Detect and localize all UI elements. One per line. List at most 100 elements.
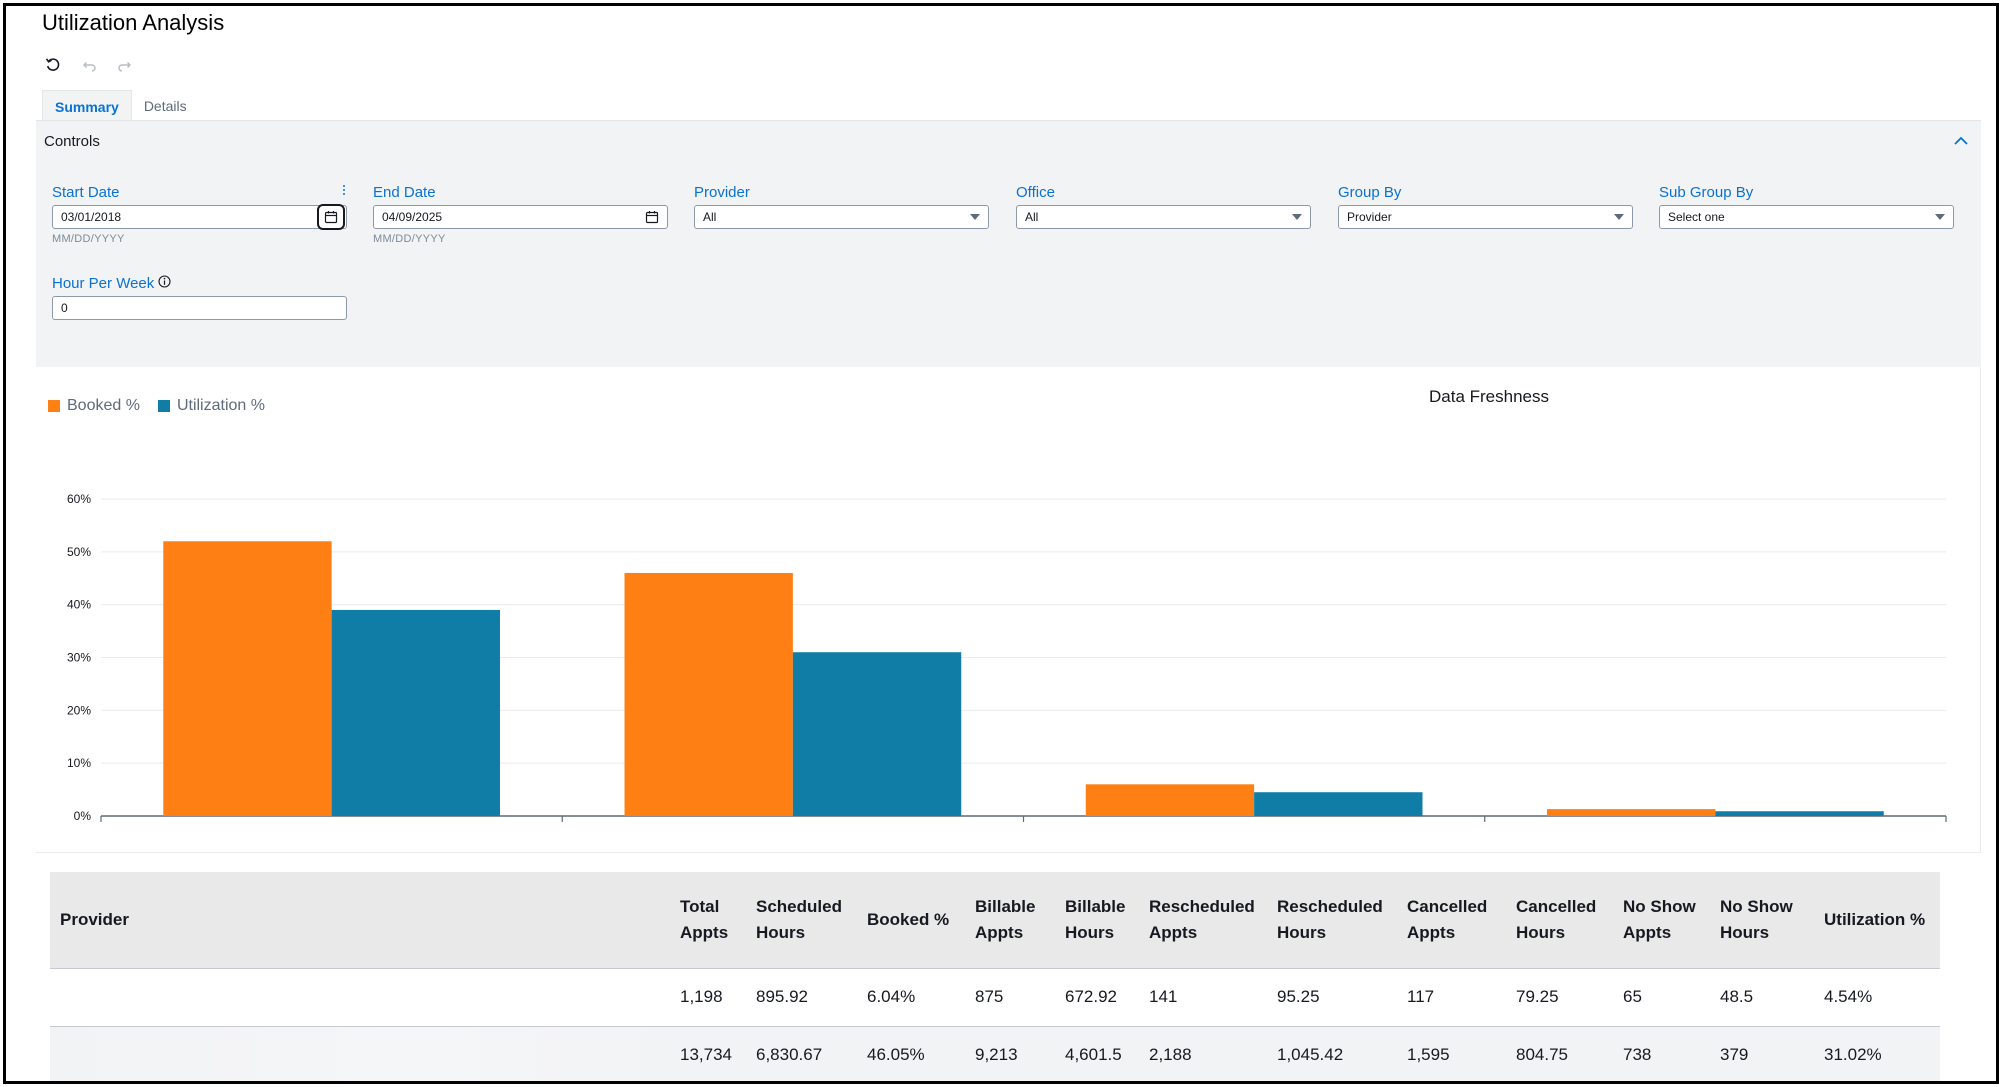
- y-tick-label: 40%: [67, 598, 91, 612]
- provider-cell: [50, 1026, 670, 1081]
- bar-booked: [1547, 809, 1716, 816]
- provider-select[interactable]: All: [694, 205, 989, 229]
- table-body: 1,198 895.92 6.04% 875 672.92 141 95.25 117 79.2…: [50, 968, 1940, 1081]
- table-cell: 1,045.42: [1267, 1026, 1397, 1081]
- column-header[interactable]: Billable Hours: [1055, 872, 1139, 969]
- start-date-input[interactable]: 03/01/2018: [52, 204, 347, 230]
- column-header[interactable]: Scheduled Hours: [746, 872, 857, 969]
- end-date-label: End Date: [373, 183, 436, 201]
- legend-item-utilization[interactable]: Utilization %: [157, 397, 265, 415]
- end-date-hint: MM/DD/YYYY: [373, 233, 446, 245]
- table-cell: 117: [1397, 968, 1506, 1027]
- office-value: All: [1025, 210, 1039, 224]
- chart-legend: Booked % Utilization %: [48, 397, 265, 415]
- office-select[interactable]: All: [1016, 205, 1311, 229]
- hours-per-week-input[interactable]: 0: [52, 296, 347, 320]
- summary-table: Provider Total Appts Scheduled Hours Booked %…: [50, 872, 1940, 1081]
- office-field: Office All: [1016, 183, 1311, 229]
- column-header-line: Hours: [1277, 922, 1327, 942]
- tab-summary[interactable]: Summary: [42, 90, 132, 122]
- column-header[interactable]: Billable Appts: [965, 872, 1055, 969]
- bar-utilization: [331, 609, 500, 816]
- tab-details[interactable]: Details: [143, 98, 187, 114]
- office-label: Office: [1016, 183, 1055, 201]
- legend-item-booked[interactable]: Booked %: [48, 397, 140, 415]
- hours-per-week-label: Hour Per Week: [52, 274, 155, 292]
- redo-icon[interactable]: [114, 54, 136, 76]
- column-header[interactable]: No Show Appts: [1613, 872, 1710, 969]
- chevron-up-icon[interactable]: [1951, 131, 1971, 151]
- column-header-line: Appts: [1623, 922, 1672, 942]
- column-header-line: Rescheduled: [1149, 896, 1255, 916]
- table-cell: 141: [1139, 968, 1267, 1027]
- provider-label: Provider: [694, 183, 750, 201]
- caret-down-icon: [1614, 214, 1624, 220]
- column-header[interactable]: Provider: [50, 872, 670, 969]
- column-header[interactable]: Booked %: [857, 872, 965, 969]
- column-header-line: Billable: [1065, 896, 1126, 916]
- column-header[interactable]: Total Appts: [670, 872, 746, 969]
- more-options-icon[interactable]: [341, 183, 347, 197]
- column-header-line: Cancelled: [1516, 896, 1597, 916]
- group-by-select[interactable]: Provider: [1338, 205, 1633, 229]
- start-date-value: 03/01/2018: [61, 210, 122, 224]
- table-cell: 9,213: [965, 1026, 1055, 1081]
- app-window: Utilization Analysis Summary Details Con…: [3, 3, 1999, 1084]
- end-date-input[interactable]: 04/09/2025: [373, 205, 668, 229]
- bar-chart: 0% 10% 20% 30% 40% 50% 60%: [67, 492, 1947, 823]
- group-by-label: Group By: [1338, 183, 1402, 201]
- bar-utilization: [1254, 792, 1423, 816]
- table-header-row: Provider Total Appts Scheduled Hours Booked %…: [50, 872, 1940, 969]
- tab-bar: Summary Details: [42, 90, 199, 122]
- column-header[interactable]: Utilization %: [1814, 872, 1940, 969]
- controls-panel: Controls Start Date 03/01/2018 MM/DD/YYY…: [36, 120, 1981, 367]
- calendar-icon[interactable]: [317, 204, 345, 230]
- y-tick-label: 50%: [67, 545, 91, 559]
- end-date-field: End Date 04/09/2025 MM/DD/YYYY: [373, 183, 668, 245]
- bar-utilization: [1715, 811, 1884, 816]
- bar-booked: [1085, 784, 1255, 816]
- legend-label-booked: Booked %: [67, 397, 140, 414]
- caret-down-icon: [1935, 214, 1945, 220]
- column-header[interactable]: Rescheduled Appts: [1139, 872, 1267, 969]
- table-row[interactable]: 1,198 895.92 6.04% 875 672.92 141 95.25 117 79.2…: [50, 968, 1940, 1027]
- refresh-icon[interactable]: [42, 54, 64, 76]
- table-cell: 46.05%: [857, 1026, 965, 1081]
- start-date-label: Start Date: [52, 183, 120, 201]
- column-header-line: Total: [680, 896, 720, 916]
- sub-group-by-field: Sub Group By Select one: [1659, 183, 1954, 229]
- column-header-line: Cancelled: [1407, 896, 1488, 916]
- column-header-line: Hours: [1720, 922, 1770, 942]
- column-header-line: No Show: [1720, 896, 1793, 916]
- column-header-line: No Show: [1623, 896, 1696, 916]
- table-cell: 804.75: [1506, 1026, 1613, 1081]
- caret-down-icon: [1292, 214, 1302, 220]
- column-header-line: Hours: [756, 922, 806, 942]
- column-header-line: Provider: [60, 909, 129, 929]
- undo-icon[interactable]: [78, 54, 100, 76]
- start-date-field: Start Date 03/01/2018 MM/DD/YYYY: [52, 183, 347, 245]
- calendar-icon[interactable]: [638, 204, 666, 230]
- table-cell: 48.5: [1710, 968, 1814, 1027]
- column-header-line: Booked %: [867, 909, 950, 929]
- table-cell: 13,734: [670, 1026, 746, 1081]
- column-header[interactable]: Cancelled Hours: [1506, 872, 1613, 969]
- table-cell: 875: [965, 968, 1055, 1027]
- y-tick-label: 60%: [67, 492, 91, 506]
- table-header: Provider Total Appts Scheduled Hours Booked %…: [50, 872, 1940, 969]
- column-header[interactable]: Rescheduled Hours: [1267, 872, 1397, 969]
- column-header[interactable]: No Show Hours: [1710, 872, 1814, 969]
- info-icon[interactable]: [158, 274, 171, 292]
- table-cell: 1,595: [1397, 1026, 1506, 1081]
- y-tick-label: 0%: [74, 809, 92, 823]
- hours-per-week-label-row: Hour Per Week: [52, 274, 347, 292]
- start-date-hint: MM/DD/YYYY: [52, 233, 125, 245]
- column-header-line: Rescheduled: [1277, 896, 1383, 916]
- group-by-value: Provider: [1347, 210, 1392, 224]
- sub-group-by-select[interactable]: Select one: [1659, 205, 1954, 229]
- column-header[interactable]: Cancelled Appts: [1397, 872, 1506, 969]
- column-header-line: Appts: [1149, 922, 1198, 942]
- table-cell: 4.54%: [1814, 968, 1940, 1027]
- table-row[interactable]: 13,734 6,830.67 46.05% 9,213 4,601.5 2,188 1,0…: [50, 1026, 1940, 1081]
- caret-down-icon: [970, 214, 980, 220]
